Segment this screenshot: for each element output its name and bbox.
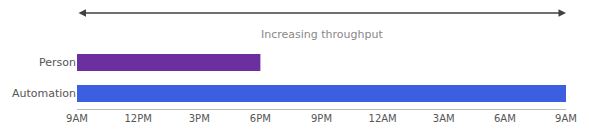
svg-text:6PM: 6PM (250, 113, 271, 124)
svg-text:Automation: Automation (12, 87, 76, 100)
svg-text:3AM: 3AM (433, 113, 455, 124)
svg-text:12PM: 12PM (124, 113, 151, 124)
svg-text:9AM: 9AM (555, 113, 577, 124)
svg-text:6AM: 6AM (494, 113, 516, 124)
svg-text:12AM: 12AM (369, 113, 397, 124)
svg-text:Person: Person (39, 56, 76, 69)
svg-text:Increasing throughput: Increasing throughput (261, 28, 383, 41)
svg-text:9PM: 9PM (311, 113, 332, 124)
svg-text:9AM: 9AM (66, 113, 88, 124)
svg-text:3PM: 3PM (189, 113, 210, 124)
